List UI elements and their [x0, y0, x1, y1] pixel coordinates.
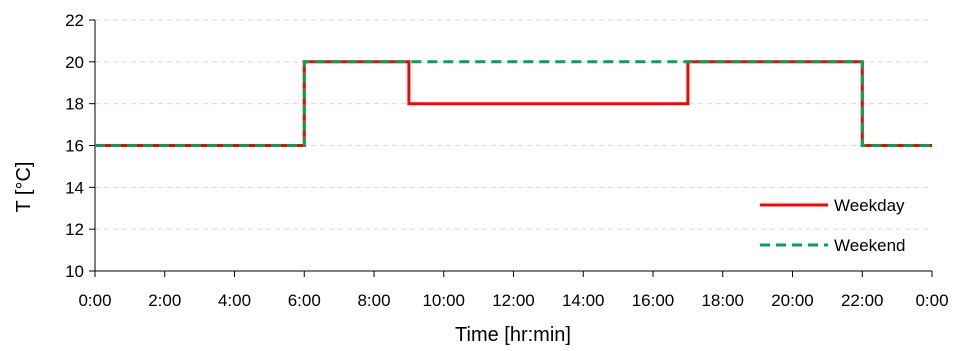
x-tick-label: 22:00	[841, 291, 884, 310]
y-axis-title: T [°C]	[13, 162, 35, 213]
x-tick-label: 4:00	[218, 291, 251, 310]
x-axis-title: Time [hr:min]	[455, 324, 571, 346]
x-tick-label: 0:00	[78, 291, 111, 310]
x-tick-labels: 0:00 2:00 4:00 6:00 8:00 10:00 12:00 14:00 16:00…	[78, 291, 948, 310]
x-tick-label: 20:00	[771, 291, 814, 310]
y-tick-labels: 10 12 14 16 18 20 22	[65, 11, 84, 281]
y-tick-label: 18	[65, 95, 84, 114]
x-tick-label: 14:00	[562, 291, 605, 310]
axes	[89, 19, 933, 277]
legend-label-weekend: Weekend	[834, 236, 906, 255]
y-tick-label: 22	[65, 11, 84, 30]
x-tick-label: 10:00	[422, 291, 465, 310]
x-tick-label: 2:00	[148, 291, 181, 310]
legend-label-weekday: Weekday	[834, 196, 905, 215]
x-tick-label: 18:00	[701, 291, 744, 310]
y-tick-label: 20	[65, 53, 84, 72]
y-tick-label: 10	[65, 262, 84, 281]
legend: Weekday Weekend	[760, 196, 906, 255]
series-line-weekend	[95, 60, 932, 147]
series-lines	[95, 60, 932, 147]
y-tick-label: 16	[65, 137, 84, 156]
x-tick-label: 12:00	[492, 291, 535, 310]
series-line-weekday	[95, 60, 932, 147]
grid-lines	[95, 19, 932, 230]
y-tick-label: 14	[65, 178, 84, 197]
x-tick-label: 8:00	[357, 291, 390, 310]
x-tick-label: 6:00	[288, 291, 321, 310]
x-tick-label: 0:00	[915, 291, 948, 310]
y-tick-label: 12	[65, 220, 84, 239]
x-tick-label: 16:00	[632, 291, 675, 310]
